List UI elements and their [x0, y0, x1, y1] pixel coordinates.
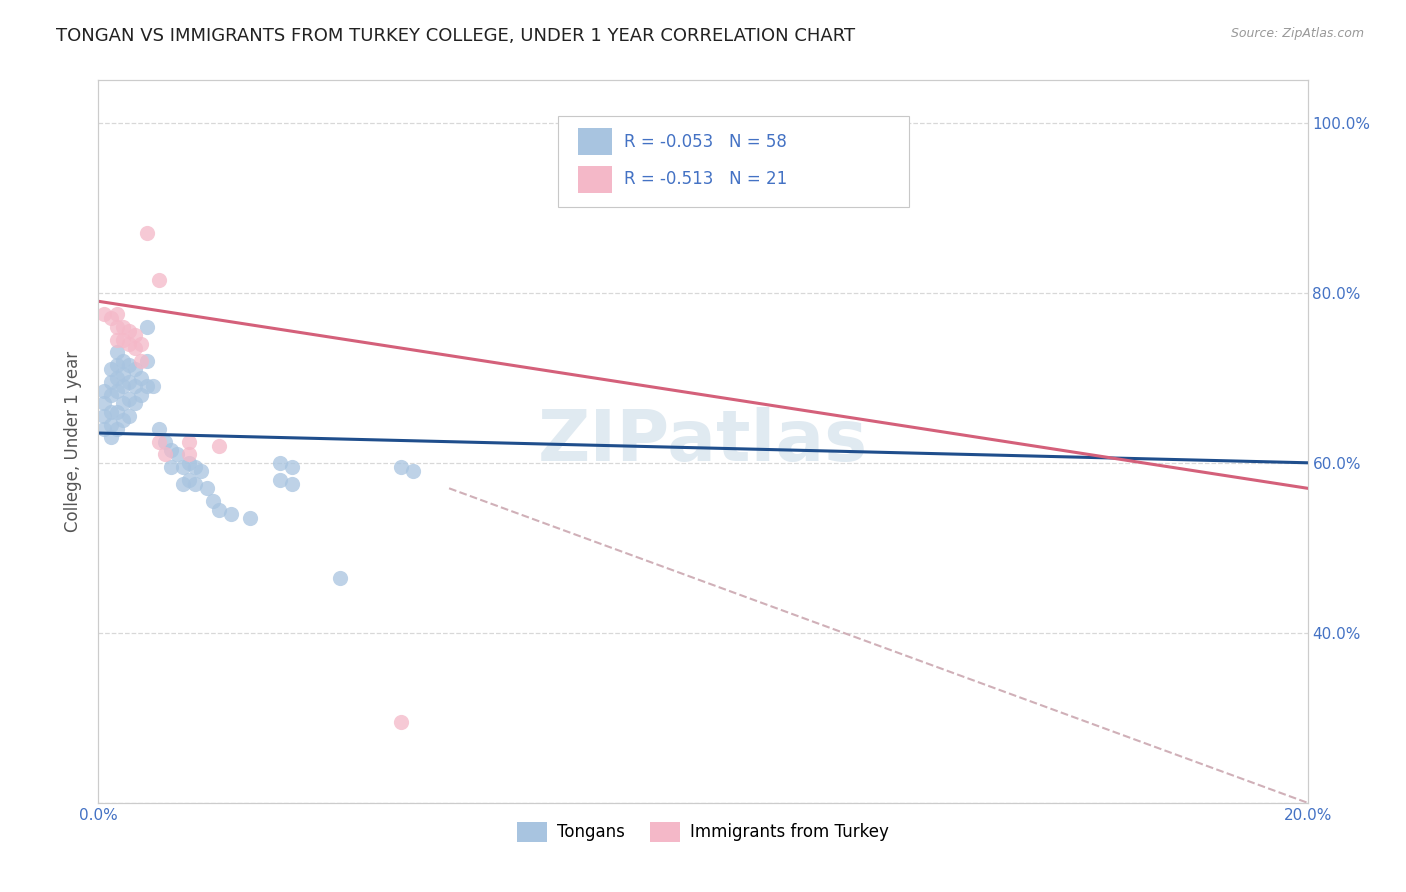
- Point: [153, 434, 176, 449]
- Point: [202, 494, 225, 508]
- Point: [208, 502, 231, 516]
- Point: [93, 409, 115, 423]
- Point: [105, 345, 128, 359]
- Point: [105, 358, 128, 372]
- Point: [105, 384, 128, 398]
- Point: [111, 396, 134, 410]
- Point: [124, 328, 146, 343]
- Point: [160, 443, 183, 458]
- Point: [135, 227, 157, 241]
- Point: [100, 311, 122, 326]
- Point: [100, 405, 122, 419]
- Point: [142, 379, 165, 393]
- Point: [184, 477, 207, 491]
- Point: [129, 371, 152, 385]
- Point: [179, 434, 201, 449]
- Point: [100, 430, 122, 444]
- Point: [135, 319, 157, 334]
- Point: [105, 371, 128, 385]
- Point: [208, 439, 231, 453]
- Point: [118, 375, 141, 389]
- Point: [389, 714, 412, 729]
- Point: [172, 460, 194, 475]
- Point: [190, 464, 212, 478]
- Point: [124, 341, 146, 355]
- Point: [124, 362, 146, 376]
- Point: [195, 481, 218, 495]
- Point: [148, 273, 170, 287]
- Point: [329, 570, 352, 584]
- Point: [221, 507, 243, 521]
- Legend: Tongans, Immigrants from Turkey: Tongans, Immigrants from Turkey: [510, 815, 896, 848]
- Point: [118, 392, 141, 406]
- Point: [111, 367, 134, 381]
- Point: [129, 353, 152, 368]
- Point: [111, 413, 134, 427]
- Point: [100, 417, 122, 432]
- Bar: [578, 166, 613, 193]
- Text: R = -0.513   N = 21: R = -0.513 N = 21: [624, 170, 787, 188]
- Point: [100, 388, 122, 402]
- Point: [172, 477, 194, 491]
- Point: [105, 333, 128, 347]
- Point: [153, 447, 176, 461]
- Point: [135, 379, 157, 393]
- Point: [100, 375, 122, 389]
- Point: [129, 336, 152, 351]
- Point: [105, 422, 128, 436]
- Bar: [578, 128, 613, 155]
- Point: [93, 422, 115, 436]
- Point: [148, 422, 170, 436]
- Point: [184, 460, 207, 475]
- Point: [118, 358, 141, 372]
- Point: [124, 379, 146, 393]
- Point: [402, 464, 425, 478]
- Point: [118, 324, 141, 338]
- Text: ZIPatlas: ZIPatlas: [538, 407, 868, 476]
- Point: [239, 511, 262, 525]
- Point: [118, 336, 141, 351]
- Point: [118, 409, 141, 423]
- Point: [179, 456, 201, 470]
- Point: [105, 319, 128, 334]
- Point: [93, 384, 115, 398]
- Point: [129, 388, 152, 402]
- Point: [179, 447, 201, 461]
- Text: TONGAN VS IMMIGRANTS FROM TURKEY COLLEGE, UNDER 1 YEAR CORRELATION CHART: TONGAN VS IMMIGRANTS FROM TURKEY COLLEGE…: [56, 27, 855, 45]
- Point: [281, 460, 304, 475]
- Point: [166, 447, 188, 461]
- Point: [111, 379, 134, 393]
- Point: [269, 456, 291, 470]
- Point: [105, 405, 128, 419]
- Point: [93, 396, 115, 410]
- Point: [281, 477, 304, 491]
- Point: [93, 307, 115, 321]
- Text: R = -0.053   N = 58: R = -0.053 N = 58: [624, 133, 787, 151]
- Point: [179, 473, 201, 487]
- Point: [135, 353, 157, 368]
- Point: [269, 473, 291, 487]
- Y-axis label: College, Under 1 year: College, Under 1 year: [65, 351, 83, 533]
- Point: [111, 353, 134, 368]
- Point: [389, 460, 412, 475]
- Point: [124, 396, 146, 410]
- Point: [148, 434, 170, 449]
- Point: [100, 362, 122, 376]
- Point: [111, 319, 134, 334]
- Text: Source: ZipAtlas.com: Source: ZipAtlas.com: [1230, 27, 1364, 40]
- FancyBboxPatch shape: [558, 117, 908, 207]
- Point: [160, 460, 183, 475]
- Point: [111, 333, 134, 347]
- Point: [105, 307, 128, 321]
